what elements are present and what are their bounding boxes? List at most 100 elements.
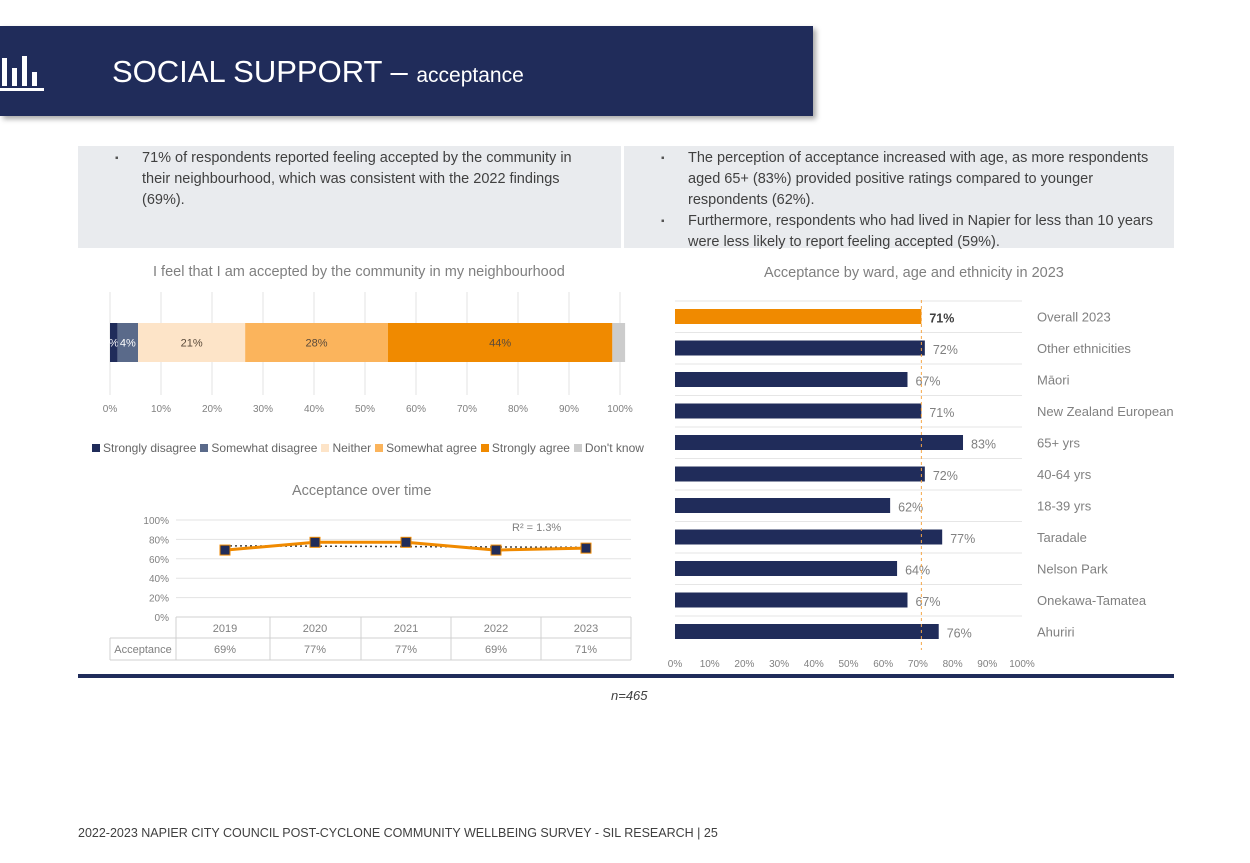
x-tick-label: 2022 [484, 623, 508, 635]
legend-label: Strongly disagree [103, 441, 197, 455]
horizontal-bar-chart: 71% Overall 2023 72% Other ethnicities 67% Mā… [668, 300, 1174, 670]
data-label: 4% [120, 338, 136, 350]
data-label: 28% [306, 338, 328, 350]
y-tick-label: 20% [149, 594, 169, 605]
chart3-title: Acceptance by ward, age and ethnicity in… [764, 265, 1064, 281]
category-label: Overall 2023 [1037, 310, 1111, 325]
data-point [309, 536, 321, 548]
bar [675, 624, 939, 639]
category-label: Other ethnicities [1037, 341, 1131, 356]
data-label: 72% [933, 343, 958, 357]
x-tick-label: 20% [202, 404, 222, 415]
x-tick-label: 50% [838, 659, 858, 670]
bar [675, 372, 908, 387]
bar-segment [245, 323, 388, 362]
y-tick-label: 100% [143, 516, 169, 527]
bar [675, 466, 925, 482]
x-tick-label: 100% [1009, 659, 1035, 670]
x-tick-label: 100% [607, 404, 633, 415]
bar [675, 498, 891, 513]
bar-segment [117, 323, 139, 362]
data-label: 77% [950, 532, 975, 546]
legend-swatch [321, 444, 330, 452]
category-label: Ahuriri [1037, 625, 1075, 640]
bar-segment [387, 323, 613, 362]
divider [78, 674, 1174, 678]
sample-size-note: n=465 [611, 688, 648, 703]
legend-item: Strongly agree [480, 441, 570, 455]
table-row-label: Acceptance [114, 644, 171, 656]
y-tick-label: 80% [149, 535, 169, 546]
data-label: 71% [929, 406, 954, 420]
page-subtitle: acceptance [416, 64, 524, 87]
data-point [400, 536, 412, 548]
legend-swatch [92, 444, 100, 452]
x-tick-label: 90% [977, 659, 997, 670]
footer: 2022-2023 NAPIER CITY COUNCIL POST-CYCLO… [78, 826, 718, 840]
x-tick-label: 90% [559, 404, 579, 415]
bar-chart-icon [0, 56, 44, 91]
x-tick-label: 2023 [574, 623, 598, 635]
data-point [490, 544, 502, 556]
data-point [219, 544, 231, 556]
x-tick-label: 2019 [213, 623, 237, 635]
category-label: 65+ yrs [1037, 436, 1080, 451]
bar-segment [110, 323, 118, 362]
data-label: 62% [898, 501, 923, 515]
x-tick-label: 30% [769, 659, 789, 670]
data-label: 72% [933, 469, 958, 483]
data-label: 64% [905, 564, 930, 578]
chart2-title: Acceptance over time [292, 483, 432, 499]
legend-label: Somewhat agree [386, 441, 477, 455]
header-banner: SOCIAL SUPPORT – acceptance [0, 26, 813, 116]
x-tick-label: 70% [908, 659, 928, 670]
category-label: Onekawa-Tamatea [1037, 593, 1147, 608]
x-tick-label: 60% [873, 659, 893, 670]
x-tick-label: 40% [304, 404, 324, 415]
table-cell: 77% [395, 644, 417, 656]
table-cell: 69% [485, 644, 507, 656]
bar-segment [612, 323, 626, 362]
y-tick-label: 40% [149, 574, 169, 585]
table-cell: 77% [304, 644, 326, 656]
x-tick-label: 30% [253, 404, 273, 415]
summary-bullet: Furthermore, respondents who had lived i… [661, 211, 1164, 253]
x-tick-label: 20% [734, 659, 754, 670]
x-tick-label: 80% [943, 659, 963, 670]
data-label: 71% [929, 312, 954, 326]
legend-item: Strongly disagree [92, 441, 196, 455]
bar [675, 403, 922, 419]
bar [675, 435, 964, 450]
data-label: 83% [971, 438, 996, 452]
y-tick-label: 0% [155, 613, 170, 624]
data-label: 76% [947, 627, 972, 641]
data-point [580, 542, 592, 554]
category-label: Māori [1037, 373, 1070, 388]
legend-item: Don't know [573, 441, 644, 455]
bar [675, 309, 922, 324]
x-tick-label: 0% [668, 659, 683, 670]
x-tick-label: 0% [103, 404, 118, 415]
x-tick-label: 60% [406, 404, 426, 415]
category-label: New Zealand European [1037, 404, 1174, 419]
chart1-title: I feel that I am accepted by the communi… [153, 264, 565, 280]
summary-right: The perception of acceptance increased w… [624, 146, 1174, 250]
legend-label: Strongly agree [491, 441, 570, 455]
x-tick-label: 2021 [394, 623, 418, 635]
y-tick-label: 60% [149, 555, 169, 566]
legend-swatch [573, 444, 582, 452]
legend-label: Don't know [584, 441, 644, 455]
category-label: Taradale [1037, 530, 1087, 545]
x-tick-label: 40% [804, 659, 824, 670]
x-tick-label: 10% [700, 659, 720, 670]
data-label: 67% [915, 375, 940, 389]
chart1-legend: Strongly disagree Somewhat disagree Neithe… [92, 441, 648, 455]
x-tick-label: 10% [151, 404, 171, 415]
x-tick-label: 50% [355, 404, 375, 415]
data-label: 44% [489, 338, 511, 350]
x-tick-label: 2020 [303, 623, 327, 635]
category-label: 40-64 yrs [1037, 467, 1092, 482]
legend-item: Somewhat agree [375, 441, 477, 455]
legend-swatch [480, 444, 489, 452]
summary-left: 71% of respondents reported feeling acce… [78, 146, 621, 248]
